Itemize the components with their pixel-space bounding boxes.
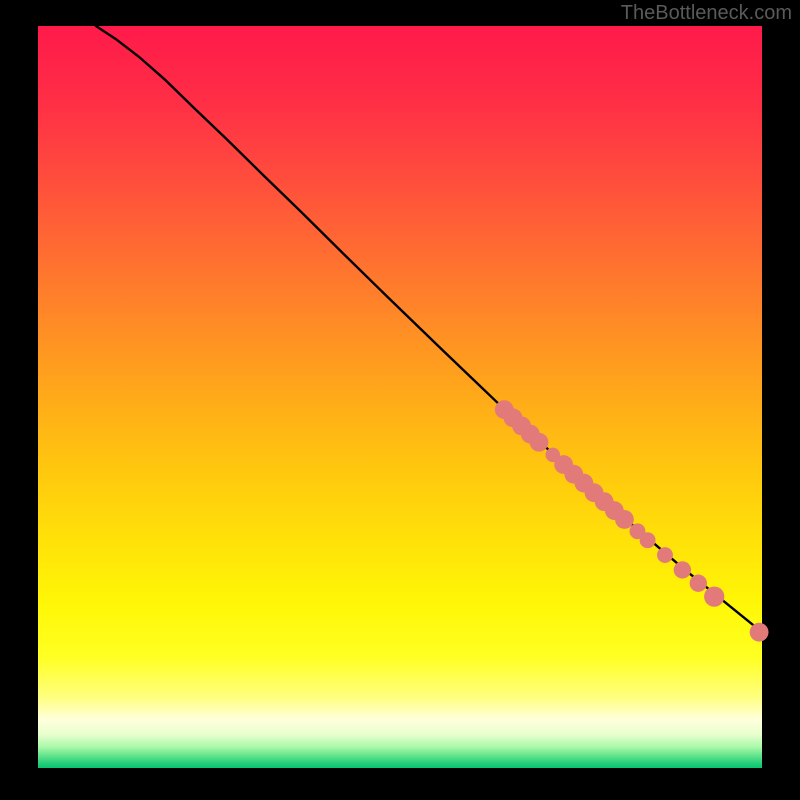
watermark-text: TheBottleneck.com: [621, 2, 792, 25]
chart-container: TheBottleneck.com: [0, 0, 800, 800]
plot-area: [38, 26, 762, 768]
